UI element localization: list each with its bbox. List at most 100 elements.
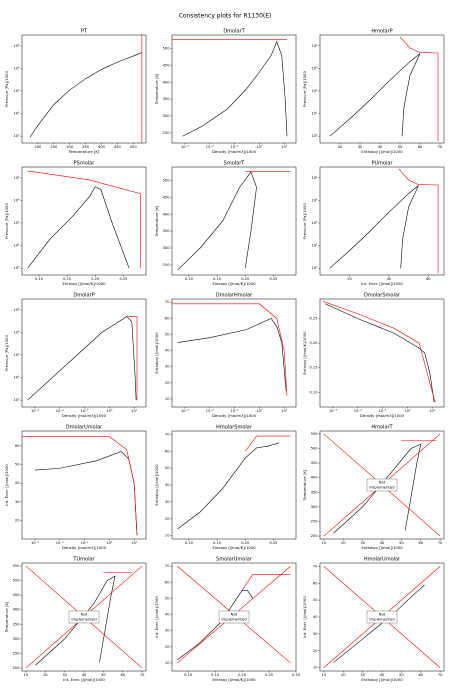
x-tick-label: 40: [378, 145, 383, 149]
x-tick-label: 0.10: [35, 277, 44, 281]
y-tick-label: 30: [15, 500, 20, 504]
x-tick-label: 20: [341, 673, 346, 677]
x-tick-label: 50: [399, 673, 404, 677]
panel: DmolarSmolar 10⁻³ 10⁻² 10⁻¹ 10⁰ 10¹ 0.10 0.15 0.…: [302, 293, 445, 418]
series-line: [27, 316, 137, 401]
y-tick-label: 450: [311, 461, 319, 465]
x-tick-label: 40: [380, 541, 385, 545]
y-tick-label: 70: [313, 564, 318, 568]
plot-frame: [171, 34, 297, 144]
x-axis-label: Density [mol/m3]/1000: [62, 545, 107, 550]
x-axis-label: Density [mol/m3]/1000: [62, 413, 107, 418]
y-tick-label: 0.15: [309, 366, 317, 370]
plot-frame: [21, 34, 147, 144]
y-tick-label: 10⁴: [13, 44, 20, 48]
panel: TUmolar 10 20 30 40 50 60 70 200 250 300 350 400 450 5…: [4, 557, 147, 682]
y-tick-label: 300: [163, 114, 171, 118]
plot-frame: [21, 298, 147, 408]
series-line: [172, 303, 288, 396]
x-tick-label: 0.10: [185, 541, 194, 545]
x-tick-label: 30: [360, 673, 365, 677]
y-tick-label: 10⁴: [13, 176, 20, 180]
y-axis-label: Int. Ener. [J/mol]/1000: [154, 596, 159, 638]
x-axis-label: Density [mol/m3]/1000: [212, 149, 257, 154]
y-tick-label: 60: [15, 444, 20, 448]
y-tick-label: 500: [13, 579, 21, 583]
panel: DmolarHmolar 10⁻³ 10⁻² 10⁻¹ 10⁰ 10¹ 10 20 30 40 50…: [154, 293, 297, 418]
y-tick-label: 60: [165, 316, 170, 320]
panel-title: HmolarT: [371, 425, 393, 431]
y-tick-label: 400: [311, 476, 319, 480]
series-line: [177, 442, 280, 530]
x-tick-label: 10⁰: [106, 541, 113, 545]
y-tick-label: 50: [15, 463, 20, 467]
series-line: [34, 451, 138, 536]
x-tick-label: 10: [322, 673, 327, 677]
series-line: [126, 316, 138, 401]
series-line: [329, 185, 419, 269]
series-line: [29, 52, 142, 138]
y-tick-label: 400: [13, 608, 21, 612]
y-tick-label: 250: [163, 131, 171, 135]
y-tick-label: 10²: [13, 221, 20, 225]
panel-title: PT: [81, 29, 88, 35]
x-tick-label: 300: [66, 145, 74, 149]
x-tick-label: 350: [82, 145, 90, 149]
plot-frame: [171, 298, 297, 408]
y-tick-label: 10⁴: [13, 308, 20, 312]
y-tick-label: 300: [13, 637, 21, 641]
plot-frame: [21, 430, 147, 540]
x-tick-label: 500: [130, 145, 138, 149]
y-tick-label: 0.10: [309, 390, 318, 394]
x-tick-label: 40: [380, 673, 385, 677]
x-tick-label: 10¹: [429, 409, 436, 413]
series-line: [182, 40, 288, 137]
x-tick-label: 0.25: [269, 541, 277, 545]
y-axis-label: Pressure [Pa]/1000: [4, 203, 9, 239]
y-tick-label: 10⁴: [311, 176, 318, 180]
y-tick-label: 70: [165, 432, 170, 436]
x-axis-label: Entropy [J/mol/K]/1000: [212, 677, 256, 682]
y-tick-label: 10⁰: [13, 398, 20, 402]
series-line: [27, 170, 141, 269]
y-tick-label: 350: [311, 490, 319, 494]
y-tick-label: 500: [163, 179, 171, 183]
x-tick-label: 50: [398, 145, 403, 149]
x-axis-label: Density [mol/m3]/1000: [360, 413, 405, 418]
panel: PUmolar 20 40 60 10⁰ 10¹ 10² 10³ 10⁴ Int. Ener. […: [302, 161, 445, 286]
y-tick-label: 550: [311, 432, 319, 436]
x-tick-label: 10⁻³: [181, 409, 189, 413]
x-tick-label: 10⁻³: [181, 145, 189, 149]
x-tick-label: 0.20: [241, 277, 250, 281]
plot-frame: [21, 166, 147, 276]
y-tick-label: 20: [313, 649, 318, 653]
x-tick-label: 40: [82, 673, 87, 677]
y-tick-label: 50: [165, 466, 170, 470]
y-axis-label: Pressure [Pa]/1000: [302, 203, 307, 239]
y-tick-label: 20: [165, 381, 170, 385]
y-tick-label: 450: [163, 195, 171, 199]
series-line: [333, 584, 425, 663]
panel-title: SmolarT: [224, 161, 246, 167]
panel-title: DmolarP: [73, 293, 94, 299]
x-tick-label: 60: [418, 541, 423, 545]
x-tick-label: 0.20: [91, 277, 100, 281]
x-tick-label: 60: [120, 673, 125, 677]
panel: SmolarT 0.10 0.15 0.20 0.25 250 300 350 400 450 50…: [154, 161, 297, 286]
x-tick-label: 10⁻²: [56, 541, 64, 545]
y-tick-label: 40: [165, 483, 170, 487]
x-tick-label: 10: [24, 673, 29, 677]
annotation-box: [366, 478, 398, 492]
y-tick-label: 250: [311, 519, 319, 523]
y-tick-label: 10³: [13, 330, 20, 334]
series-line: [322, 301, 436, 403]
y-axis-label: Int. Ener. [J/mol]/1000: [302, 596, 307, 638]
annotation-box: [68, 610, 100, 624]
y-tick-label: 10¹: [311, 244, 318, 248]
series-line: [245, 435, 291, 452]
x-tick-label: 10⁰: [106, 409, 113, 413]
y-tick-label: 10⁴: [311, 44, 318, 48]
x-tick-label: 70: [438, 145, 443, 149]
annotation-box: [366, 610, 398, 624]
